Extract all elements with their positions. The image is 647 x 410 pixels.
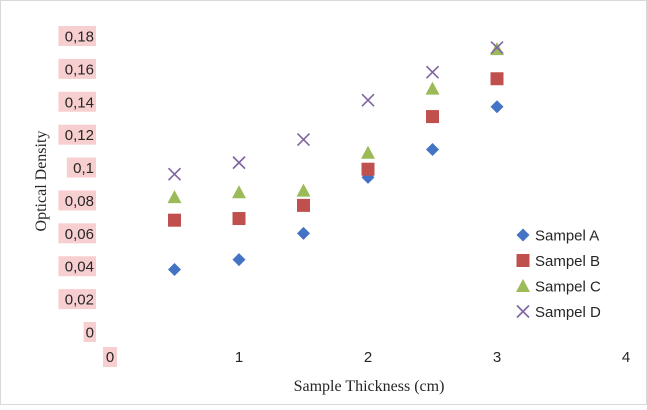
legend-label: Sampel B xyxy=(535,253,600,270)
legend-label: Sampel D xyxy=(535,304,601,321)
y-tick-5: 0,1 xyxy=(66,157,96,178)
x-tick-label: 0 xyxy=(106,349,114,366)
data-point xyxy=(167,190,182,204)
legend-marker xyxy=(516,279,530,292)
y-tick-highlight xyxy=(58,223,96,244)
y-tick-label: 0,1 xyxy=(73,160,94,177)
x-tick-2: 2 xyxy=(364,349,372,366)
y-tick-label: 0,06 xyxy=(65,226,94,243)
data-point xyxy=(232,156,246,170)
data-point xyxy=(361,145,375,159)
data-point xyxy=(296,133,311,147)
data-point xyxy=(168,263,181,277)
x-tick-label: 1 xyxy=(235,349,243,366)
series-sampel-b xyxy=(168,72,504,227)
x-tick-0: 0 xyxy=(103,347,117,367)
x-tick-3: 3 xyxy=(493,349,501,366)
data-point xyxy=(232,185,246,199)
x-tick-highlight xyxy=(103,347,117,367)
legend: Sampel A Sampel B Sampel C Sampel D xyxy=(516,228,601,321)
x-tick-label: 2 xyxy=(364,349,372,366)
legend-marker xyxy=(516,254,530,267)
x-axis-title: Sample Thickness (cm) xyxy=(294,378,445,395)
y-tick-label: 0,02 xyxy=(65,292,94,309)
x-tick-4: 4 xyxy=(622,349,630,366)
data-point xyxy=(426,110,439,124)
y-tick-highlight xyxy=(58,124,96,145)
y-tick-highlight xyxy=(58,190,96,211)
y-tick-highlight xyxy=(58,91,96,112)
data-point xyxy=(425,65,440,79)
data-point xyxy=(361,162,375,176)
y-tick-4: 0,08 xyxy=(58,190,96,211)
y-tick-label: 0,16 xyxy=(65,61,94,78)
y-tick-9: 0,18 xyxy=(58,26,96,46)
y-tick-8: 0,16 xyxy=(58,58,96,79)
legend-marker xyxy=(516,228,530,242)
y-tick-highlight xyxy=(58,289,96,310)
y-tick-label: 0,04 xyxy=(65,259,94,276)
x-tick-1: 1 xyxy=(235,349,243,366)
y-tick-highlight xyxy=(66,157,96,178)
data-point xyxy=(232,253,246,267)
data-point xyxy=(490,100,504,114)
legend-item: Sampel D xyxy=(516,304,601,321)
x-tick-label: 3 xyxy=(493,349,501,366)
y-tick-labels: 0 0,02 0,04 0,06 0,08 0,1 0,12 0,14 0,16 0,18 xyxy=(58,26,96,342)
y-axis-title-group: Optical Density xyxy=(33,131,50,232)
y-tick-label: 0,14 xyxy=(65,94,94,111)
series-sampel-a xyxy=(168,100,504,277)
legend-marker xyxy=(516,304,530,319)
chart-border-left xyxy=(0,0,1,405)
data-point xyxy=(426,142,439,156)
data-point xyxy=(296,183,311,197)
y-tick-2: 0,04 xyxy=(58,256,96,277)
data-point xyxy=(490,72,504,86)
y-tick-3: 0,06 xyxy=(58,223,96,244)
y-axis-title: Optical Density xyxy=(33,131,50,232)
y-tick-highlight xyxy=(58,58,96,79)
series-sampel-c xyxy=(167,42,504,204)
data-point xyxy=(168,213,181,227)
data-point xyxy=(297,226,310,240)
data-points xyxy=(167,40,504,277)
legend-label: Sampel A xyxy=(535,228,599,245)
series-sampel-d xyxy=(167,40,504,181)
x-tick-labels: 0 1 2 3 4 xyxy=(103,347,630,367)
y-tick-label: 0,08 xyxy=(65,193,94,210)
x-tick-label: 4 xyxy=(622,349,630,366)
legend-label: Sampel C xyxy=(535,279,601,296)
chart-border-top xyxy=(0,0,647,1)
y-tick-6: 0,12 xyxy=(58,124,96,145)
data-point xyxy=(167,167,182,181)
data-point xyxy=(361,93,375,107)
legend-item: Sampel B xyxy=(516,253,600,270)
y-tick-7: 0,14 xyxy=(58,91,96,112)
y-tick-label: 0,12 xyxy=(65,127,94,144)
data-point xyxy=(232,212,246,226)
data-point xyxy=(490,40,504,55)
data-point xyxy=(297,198,310,212)
y-tick-label: 0,18 xyxy=(65,29,94,46)
y-tick-0: 0 xyxy=(83,322,96,342)
y-tick-1: 0,02 xyxy=(58,289,96,310)
legend-item: Sampel A xyxy=(516,228,599,245)
y-tick-label: 0 xyxy=(86,325,94,342)
y-tick-highlight xyxy=(58,256,96,277)
data-point xyxy=(425,81,440,95)
y-tick-highlight xyxy=(58,26,96,46)
legend-item: Sampel C xyxy=(516,279,601,296)
y-tick-highlight xyxy=(83,322,96,342)
